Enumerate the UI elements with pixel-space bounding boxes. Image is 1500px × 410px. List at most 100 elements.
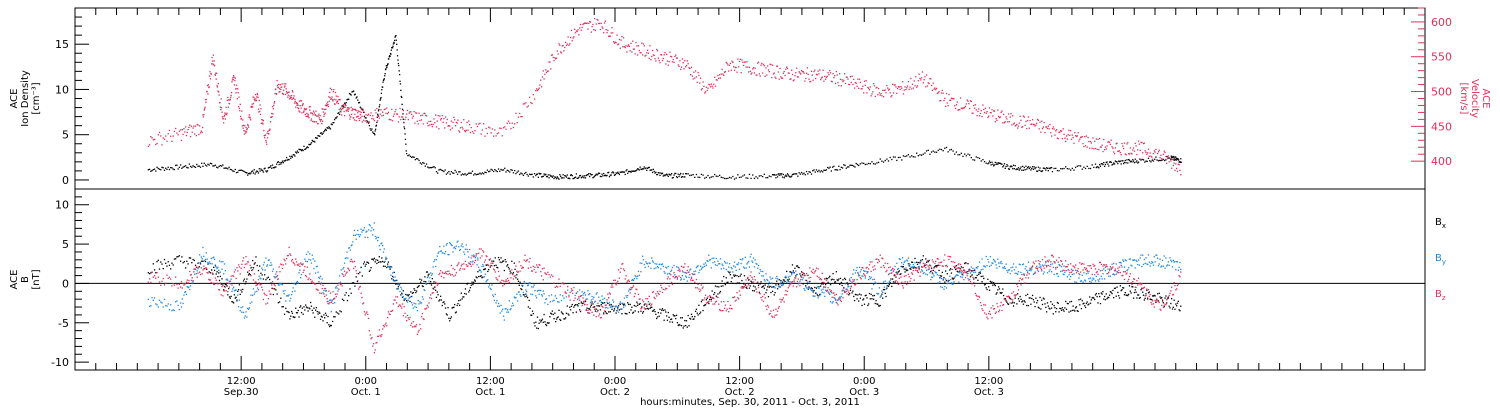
data-point (658, 263, 660, 266)
data-point (237, 290, 239, 293)
data-point (512, 304, 515, 307)
data-point (678, 268, 680, 270)
data-point (475, 123, 477, 125)
data-point (1083, 302, 1085, 304)
data-point (1161, 259, 1164, 262)
data-point (1098, 295, 1101, 298)
data-point (1056, 169, 1059, 172)
data-point (1118, 295, 1120, 297)
data-point (904, 86, 906, 88)
data-point (285, 307, 287, 310)
data-point (296, 104, 298, 106)
data-point (878, 92, 881, 94)
data-point (288, 159, 290, 161)
data-point (742, 61, 744, 63)
data-point (290, 155, 293, 157)
data-point (305, 108, 308, 110)
data-point (446, 314, 448, 316)
data-point (728, 271, 730, 273)
data-point (398, 284, 400, 286)
data-point (269, 121, 272, 123)
data-point (320, 132, 323, 134)
data-point (840, 85, 842, 87)
data-point (920, 260, 922, 262)
data-point (335, 99, 337, 101)
data-point (381, 257, 383, 259)
data-point (519, 281, 521, 283)
data-point (388, 58, 390, 60)
data-point (217, 82, 219, 85)
data-point (313, 112, 315, 114)
data-point (194, 125, 197, 127)
data-point (1069, 301, 1071, 303)
data-point (394, 111, 396, 113)
data-point (1093, 148, 1095, 150)
data-point (547, 322, 549, 324)
data-point (606, 31, 608, 34)
data-point (954, 275, 957, 277)
data-point (533, 173, 536, 175)
data-point (825, 169, 828, 171)
data-point (1123, 266, 1126, 268)
data-point (830, 279, 833, 281)
data-point (692, 318, 694, 320)
data-point (653, 267, 655, 270)
data-point (664, 272, 666, 274)
data-point (1131, 153, 1133, 155)
data-point (1167, 155, 1170, 157)
data-point (1083, 145, 1085, 148)
data-point (916, 263, 919, 266)
data-point (272, 268, 275, 270)
data-point (265, 257, 267, 259)
data-point (281, 83, 283, 85)
data-point (908, 88, 910, 90)
data-point (213, 266, 215, 269)
data-point (776, 275, 778, 278)
data-point (536, 173, 539, 175)
data-point (253, 96, 255, 99)
data-point (505, 308, 507, 310)
data-point (931, 272, 934, 274)
data-point (172, 264, 174, 266)
data-point (791, 175, 793, 177)
data-point (919, 77, 921, 80)
data-point (691, 273, 693, 275)
data-point (178, 255, 181, 257)
data-point (1145, 293, 1147, 295)
data-point (1026, 166, 1029, 169)
data-point (904, 155, 906, 158)
data-point (819, 285, 822, 287)
data-point (770, 175, 772, 178)
data-point (1077, 270, 1079, 273)
data-point (848, 278, 851, 280)
data-point (213, 256, 215, 258)
data-point (239, 103, 241, 106)
data-point (589, 306, 592, 308)
data-point (410, 301, 413, 304)
data-point (1080, 307, 1083, 310)
data-point (1151, 156, 1153, 158)
data-point (554, 176, 556, 178)
data-point (930, 84, 933, 87)
data-point (331, 320, 334, 323)
data-point (1079, 304, 1081, 306)
data-point (1068, 129, 1070, 131)
data-point (225, 167, 228, 169)
data-point (531, 310, 534, 312)
data-point (708, 254, 710, 256)
data-point (222, 164, 224, 166)
data-point (215, 266, 217, 268)
data-point (1161, 265, 1163, 267)
data-point (970, 270, 972, 272)
data-point (584, 175, 586, 177)
data-point (195, 272, 198, 275)
data-point (918, 267, 920, 269)
data-point (234, 168, 236, 171)
data-point (1142, 159, 1145, 161)
data-point (579, 289, 581, 291)
data-point (942, 92, 944, 94)
data-point (1048, 307, 1050, 309)
data-point (607, 302, 609, 305)
data-point (194, 273, 196, 275)
data-point (625, 295, 627, 297)
